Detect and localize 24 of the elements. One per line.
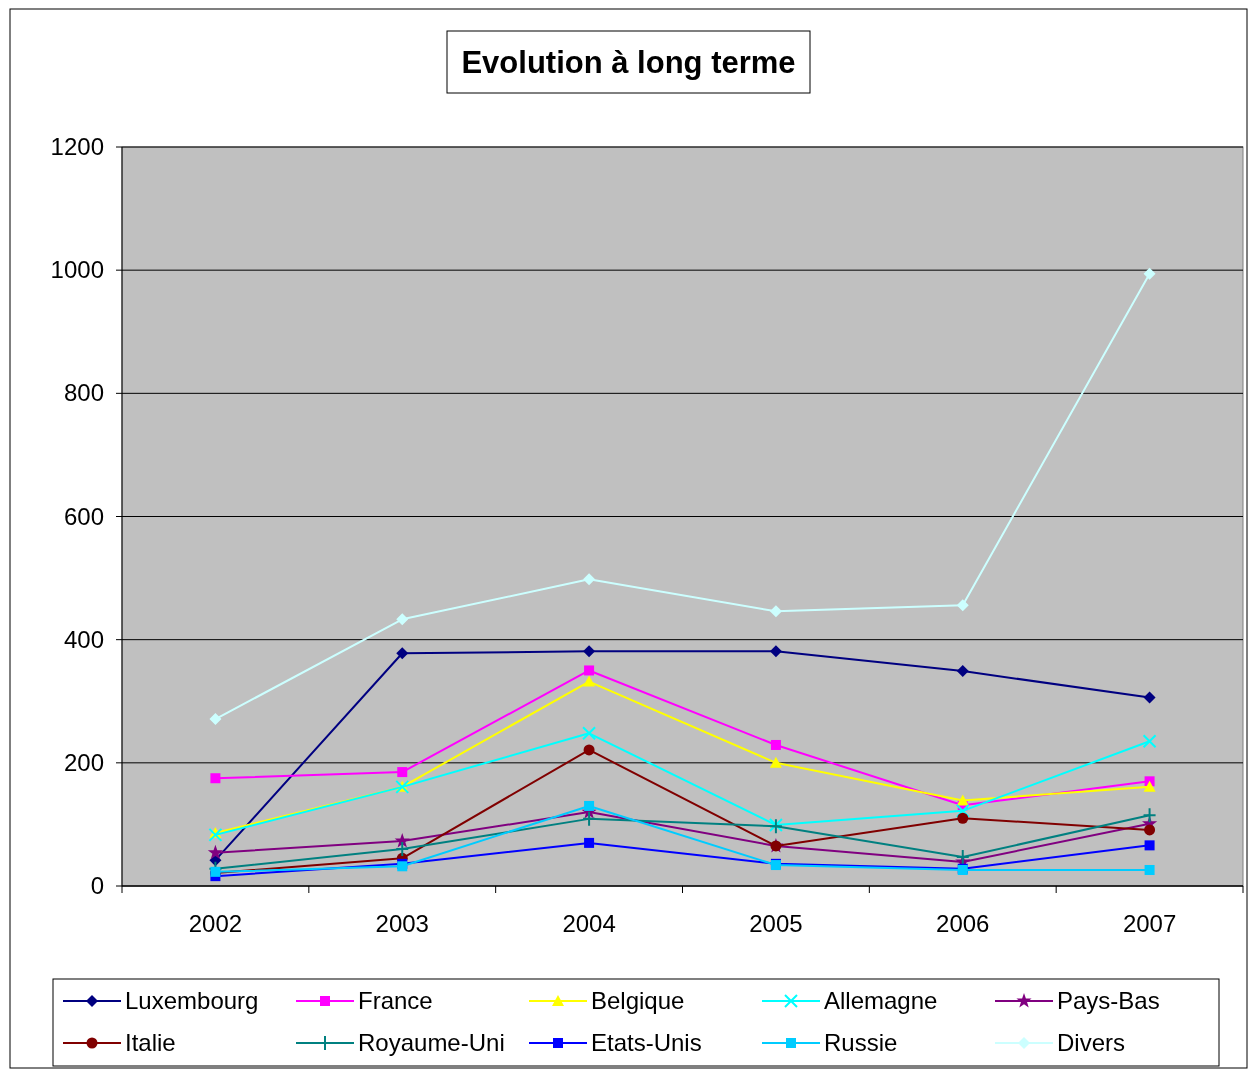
legend-label: Luxembourg xyxy=(125,987,259,1014)
x-tick-label: 2006 xyxy=(936,910,990,937)
x-tick-label: 2007 xyxy=(1122,910,1177,937)
y-tick-label: 600 xyxy=(63,502,104,530)
legend-label: Divers xyxy=(1057,1029,1126,1056)
y-tick-label: 0 xyxy=(90,872,104,899)
y-tick-label: 200 xyxy=(63,748,104,776)
y-tick-label: 1000 xyxy=(50,256,104,284)
y-tick-label: 800 xyxy=(63,379,104,407)
y-tick-label: 1200 xyxy=(50,133,104,160)
legend-label: Belgique xyxy=(591,987,685,1014)
legend-label: Royaume-Uni xyxy=(358,1029,505,1056)
x-tick-label: 2004 xyxy=(562,910,616,937)
legend-label: Italie xyxy=(125,1029,176,1056)
legend-label: France xyxy=(358,987,433,1014)
legend-label: Etats-Unis xyxy=(591,1029,702,1056)
legend-label: Allemagne xyxy=(824,987,938,1014)
x-tick-label: 2002 xyxy=(188,910,243,937)
legend-label: Pays-Bas xyxy=(1057,987,1160,1014)
legend-label: Russie xyxy=(824,1029,898,1056)
y-tick-label: 400 xyxy=(63,625,104,653)
x-tick-label: 2005 xyxy=(749,910,803,937)
chart-title: Evolution à long terme xyxy=(461,45,796,80)
x-tick-label: 2003 xyxy=(375,910,429,937)
